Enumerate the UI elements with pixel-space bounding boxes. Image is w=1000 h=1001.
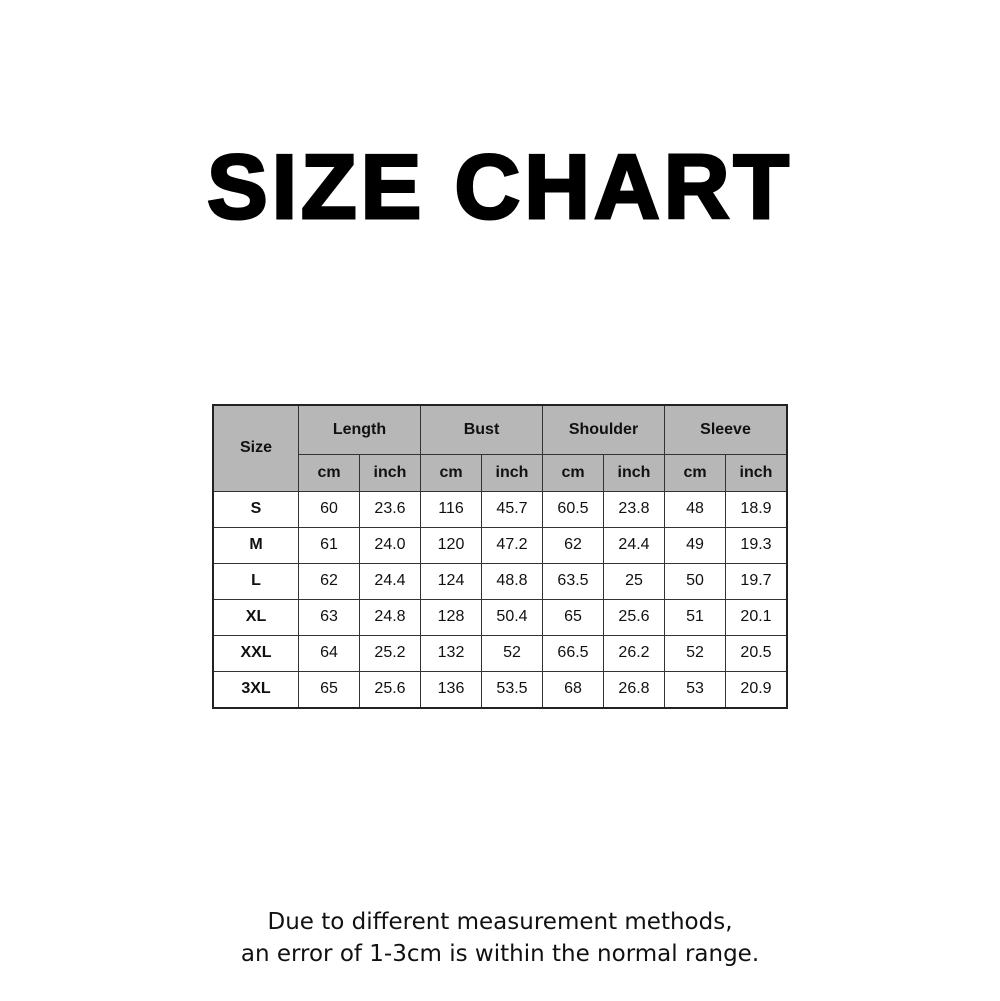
column-group-length: Length xyxy=(298,404,421,455)
unit-header-cm: cm xyxy=(664,453,726,492)
table-row: S 60 23.6 116 45.7 60.5 23.8 48 18.9 xyxy=(212,490,788,528)
value-cell: 62 xyxy=(542,526,604,564)
value-cell: 120 xyxy=(420,526,482,564)
value-cell: 50.4 xyxy=(481,598,543,636)
value-cell: 60.5 xyxy=(542,490,604,528)
value-cell: 124 xyxy=(420,562,482,600)
value-cell: 25.6 xyxy=(603,598,665,636)
value-cell: 25.2 xyxy=(359,634,421,672)
size-cell: M xyxy=(212,526,299,564)
value-cell: 19.3 xyxy=(725,526,788,564)
unit-header-inch: inch xyxy=(603,453,665,492)
value-cell: 20.5 xyxy=(725,634,788,672)
column-group-bust: Bust xyxy=(420,404,543,455)
value-cell: 20.1 xyxy=(725,598,788,636)
value-cell: 50 xyxy=(664,562,726,600)
table-row: 3XL 65 25.6 136 53.5 68 26.8 53 20.9 xyxy=(212,670,788,708)
table-row: XL 63 24.8 128 50.4 65 25.6 51 20.1 xyxy=(212,598,788,636)
value-cell: 116 xyxy=(420,490,482,528)
value-cell: 25 xyxy=(603,562,665,600)
unit-header-inch: inch xyxy=(359,453,421,492)
value-cell: 63 xyxy=(298,598,360,636)
unit-header-inch: inch xyxy=(481,453,543,492)
value-cell: 132 xyxy=(420,634,482,672)
unit-header-cm: cm xyxy=(420,453,482,492)
measurement-note: Due to different measurement methods, an… xyxy=(0,906,1000,970)
value-cell: 60 xyxy=(298,490,360,528)
value-cell: 65 xyxy=(298,670,360,708)
value-cell: 26.8 xyxy=(603,670,665,708)
value-cell: 53.5 xyxy=(481,670,543,708)
value-cell: 62 xyxy=(298,562,360,600)
unit-header-cm: cm xyxy=(298,453,360,492)
value-cell: 23.6 xyxy=(359,490,421,528)
value-cell: 45.7 xyxy=(481,490,543,528)
value-cell: 19.7 xyxy=(725,562,788,600)
value-cell: 63.5 xyxy=(542,562,604,600)
size-chart-table: Size Length Bust Shoulder Sleeve cm inch cm in… xyxy=(212,404,788,709)
size-header: Size xyxy=(212,404,299,492)
value-cell: 24.8 xyxy=(359,598,421,636)
column-group-sleeve: Sleeve xyxy=(664,404,788,455)
table-row: XXL 64 25.2 132 52 66.5 26.2 52 20.5 xyxy=(212,634,788,672)
value-cell: 64 xyxy=(298,634,360,672)
value-cell: 128 xyxy=(420,598,482,636)
size-cell: XXL xyxy=(212,634,299,672)
value-cell: 47.2 xyxy=(481,526,543,564)
unit-header-cm: cm xyxy=(542,453,604,492)
value-cell: 49 xyxy=(664,526,726,564)
page-title: SIZE CHART xyxy=(206,136,793,239)
note-line-1: Due to different measurement methods, xyxy=(267,909,733,935)
size-cell: L xyxy=(212,562,299,600)
column-group-shoulder: Shoulder xyxy=(542,404,665,455)
value-cell: 61 xyxy=(298,526,360,564)
value-cell: 26.2 xyxy=(603,634,665,672)
value-cell: 20.9 xyxy=(725,670,788,708)
value-cell: 51 xyxy=(664,598,726,636)
value-cell: 52 xyxy=(664,634,726,672)
value-cell: 48 xyxy=(664,490,726,528)
size-cell: XL xyxy=(212,598,299,636)
value-cell: 68 xyxy=(542,670,604,708)
value-cell: 25.6 xyxy=(359,670,421,708)
value-cell: 52 xyxy=(481,634,543,672)
value-cell: 136 xyxy=(420,670,482,708)
value-cell: 65 xyxy=(542,598,604,636)
value-cell: 24.0 xyxy=(359,526,421,564)
value-cell: 23.8 xyxy=(603,490,665,528)
note-line-2: an error of 1-3cm is within the normal r… xyxy=(240,941,760,967)
value-cell: 53 xyxy=(664,670,726,708)
value-cell: 66.5 xyxy=(542,634,604,672)
value-cell: 24.4 xyxy=(603,526,665,564)
unit-header-inch: inch xyxy=(725,453,788,492)
size-cell: S xyxy=(212,490,299,528)
value-cell: 48.8 xyxy=(481,562,543,600)
size-cell: 3XL xyxy=(212,670,299,708)
value-cell: 18.9 xyxy=(725,490,788,528)
value-cell: 24.4 xyxy=(359,562,421,600)
table-row: M 61 24.0 120 47.2 62 24.4 49 19.3 xyxy=(212,526,788,564)
table-row: L 62 24.4 124 48.8 63.5 25 50 19.7 xyxy=(212,562,788,600)
